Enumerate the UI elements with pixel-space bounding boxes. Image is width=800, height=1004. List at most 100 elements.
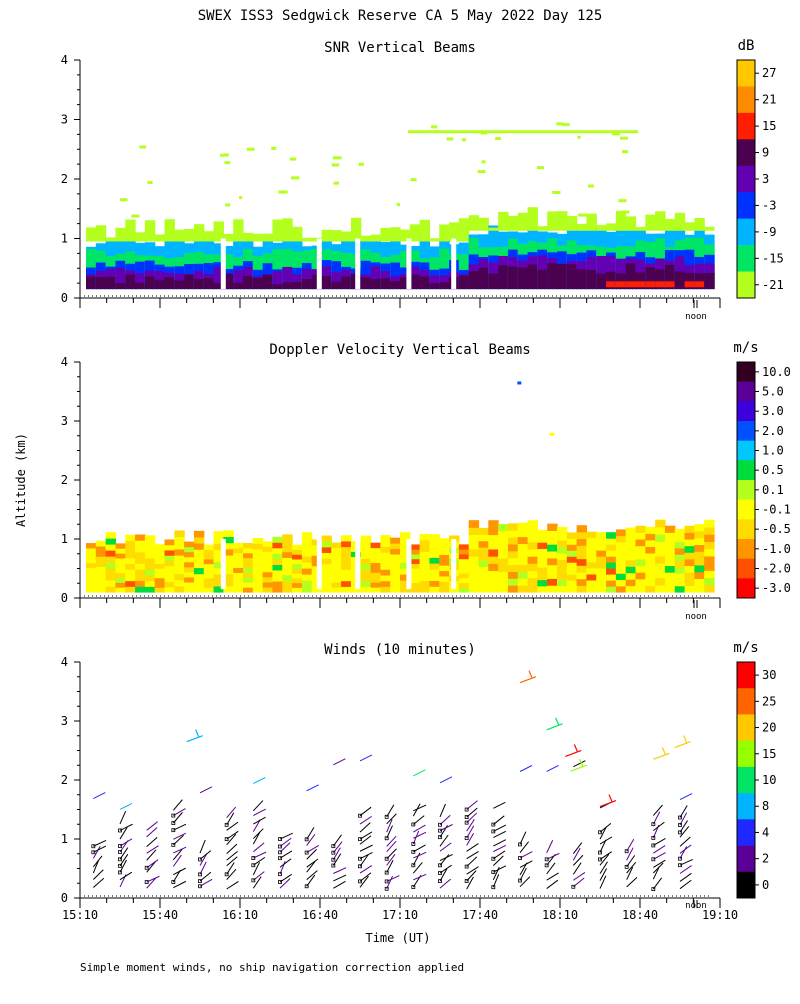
calm-marker: [518, 878, 522, 883]
vel-cell: [272, 547, 283, 554]
vel-cell: [203, 573, 215, 579]
vel-cell: [625, 559, 637, 567]
vel-cell: [468, 584, 480, 593]
x-tick-label: 15:40: [142, 908, 178, 922]
vel-cell: [576, 565, 588, 573]
colorbar-label: 25: [762, 694, 776, 708]
vel-cell: [174, 585, 185, 593]
vel-cell: [635, 552, 646, 560]
vel-cell: [458, 582, 470, 588]
snr-cell: [262, 233, 274, 242]
data-gap: [406, 539, 412, 590]
vel-cell: [370, 557, 381, 563]
wind-barb: [359, 815, 372, 825]
wind-barb: [599, 868, 608, 881]
vel-cell: [704, 555, 715, 564]
data-gap: [355, 539, 361, 590]
snr-cell: [596, 273, 607, 290]
vel-cell: [213, 543, 224, 550]
vel-cell: [292, 568, 303, 574]
snr-cell: [184, 274, 195, 290]
vel-cell: [144, 558, 156, 565]
vel-cell: [272, 542, 283, 549]
vel-cell: [429, 586, 440, 593]
vel-cell: [527, 577, 538, 586]
vel-cell: [154, 548, 166, 555]
snr-echo: [131, 214, 140, 218]
vel-cell: [684, 578, 695, 586]
vel-cell: [233, 567, 244, 573]
wind-barb: [565, 749, 582, 757]
wind-barb: [493, 839, 507, 847]
snr-echo: [225, 203, 231, 207]
vel-cell: [262, 546, 274, 552]
vel-cell: [390, 543, 401, 550]
colorbar-label: 2: [762, 852, 769, 866]
vel-cell: [193, 530, 205, 538]
snr-cell: [341, 276, 352, 290]
vel-cell: [527, 520, 538, 528]
vel-cell: [370, 567, 381, 573]
vel-cell: [321, 569, 332, 576]
vel-cell: [86, 587, 97, 593]
vel-cell: [527, 556, 538, 564]
wind-barb: [333, 874, 347, 882]
vel-cell: [429, 551, 440, 558]
colorbar-label: -0.1: [762, 503, 791, 517]
calm-marker: [678, 823, 682, 827]
vel-cell: [664, 565, 676, 573]
calm-marker: [678, 815, 682, 820]
vel-cell: [517, 578, 529, 586]
calm-marker: [278, 880, 282, 884]
vel-cell: [262, 571, 274, 578]
calm-marker: [411, 822, 416, 827]
snr-cell: [664, 281, 676, 288]
vel-cell: [360, 558, 372, 565]
calm-marker: [278, 844, 282, 849]
vel-cell: [360, 552, 372, 559]
vel-cell: [184, 541, 195, 548]
calm-marker: [278, 850, 282, 855]
snr-cell: [135, 232, 146, 242]
wind-barb: [332, 853, 342, 866]
snr-echo: [289, 157, 297, 161]
snr-cell: [615, 281, 627, 288]
calm-marker: [278, 872, 282, 877]
wind-barb: [119, 838, 133, 847]
wind-barb: [599, 854, 610, 866]
vel-cell: [301, 568, 313, 575]
wind-barb: [519, 876, 531, 888]
wind-barb: [413, 844, 426, 853]
snr-cell: [635, 272, 646, 290]
snr-cell: [331, 230, 342, 242]
vel-cell: [135, 551, 146, 559]
wind-barb: [252, 800, 264, 812]
wind-barb: [306, 849, 317, 860]
data-gap: [316, 238, 322, 290]
wind-barb: [572, 847, 581, 861]
vel-cell: [449, 586, 460, 593]
y-tick-label: 2: [61, 473, 68, 487]
snr-cell: [292, 274, 303, 290]
snr-echo: [495, 137, 501, 141]
snr-cell: [419, 276, 431, 290]
snr-cell: [694, 218, 705, 231]
calm-marker: [224, 822, 229, 827]
snr-cell: [537, 269, 548, 290]
vel-cell: [704, 577, 715, 586]
vel-cell: [488, 541, 499, 550]
vel-cell: [115, 543, 126, 549]
colorbar-swatch: [737, 499, 755, 520]
vel-cell: [86, 577, 97, 583]
vel-cell: [606, 580, 617, 587]
colorbar-label: 9: [762, 146, 769, 160]
vel-cell: [704, 541, 715, 550]
wind-barb: [386, 819, 393, 833]
vel-cell: [86, 582, 97, 588]
wind-barb: [439, 868, 448, 882]
vel-cell: [488, 570, 499, 579]
vel-cell: [243, 577, 254, 583]
vel-cell: [370, 542, 381, 549]
y-tick-label: 1: [61, 832, 68, 846]
calm-marker: [624, 864, 629, 869]
